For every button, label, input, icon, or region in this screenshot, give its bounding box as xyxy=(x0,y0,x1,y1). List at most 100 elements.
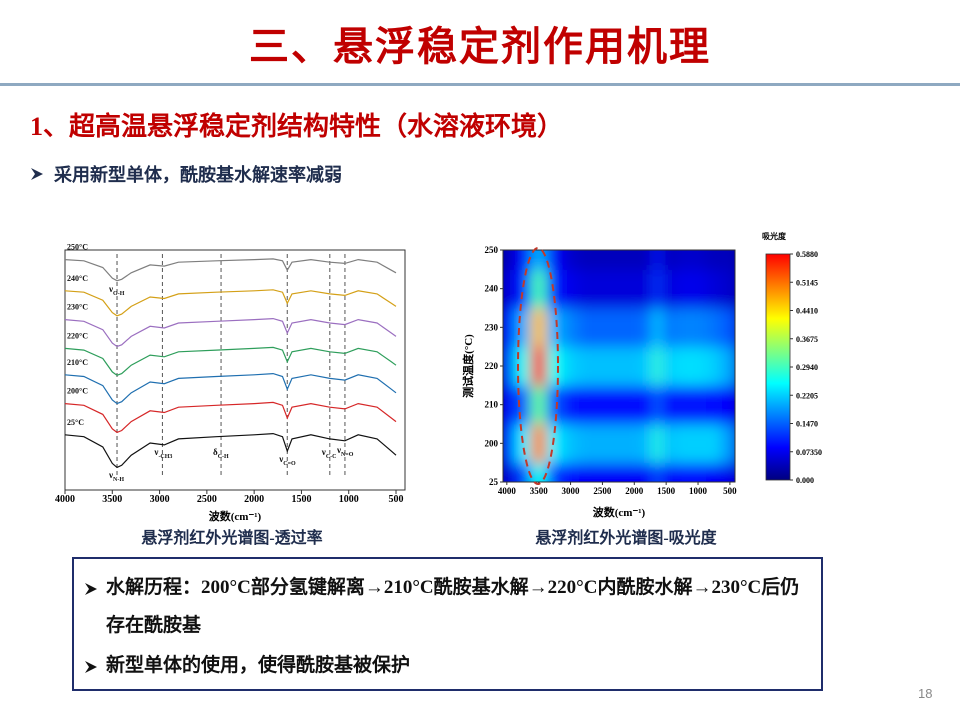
colorbar-tick-label: 0.2940 xyxy=(796,363,818,372)
heatmap-cell xyxy=(578,308,595,348)
annotation-label: νC-C xyxy=(321,447,337,460)
heatmap-cell xyxy=(514,385,532,425)
heatmap-cell xyxy=(578,385,595,425)
x-tick-label: 4000 xyxy=(498,486,517,496)
annotation-subscript: O-H xyxy=(113,291,125,297)
title-rule xyxy=(0,83,960,86)
annotation-symbol: ν xyxy=(336,445,341,455)
x-tick-label: 1500 xyxy=(291,494,311,505)
heatmap-cell xyxy=(594,250,611,270)
y-tick-label: 200 xyxy=(485,438,499,448)
annotation-symbol: δ xyxy=(213,447,218,457)
heatmap-cell xyxy=(626,308,643,348)
heatmap-cell xyxy=(721,346,735,386)
bullet-icon xyxy=(31,168,43,180)
colorbar-tick-label: 0.4410 xyxy=(796,307,818,316)
heatmap-cell xyxy=(674,424,691,464)
x-tick-label: 500 xyxy=(723,486,737,496)
heatmap-cell xyxy=(690,308,707,348)
plot-frame xyxy=(64,249,406,491)
y-tick-label: 25 xyxy=(489,477,499,487)
annotation-symbol: ν xyxy=(108,284,113,294)
note: 水解历程：200°C部分氢键解离→210°C酰胺基水解→220°C内酰胺水解→2… xyxy=(84,569,811,645)
x-tick-label: 2500 xyxy=(197,494,217,505)
heatmap-cell xyxy=(610,346,627,386)
heatmap-cell xyxy=(626,462,643,482)
heatmap-cell xyxy=(642,346,654,386)
heatmap-cell xyxy=(661,308,675,348)
bullet-text: 采用新型单体，酰胺基水解速率减弱 xyxy=(54,165,342,185)
heatmap-cell xyxy=(690,424,707,464)
y-tick-label: 240 xyxy=(485,284,499,294)
series-label: 210°C xyxy=(67,358,88,367)
y-tick-label: 220 xyxy=(485,361,499,371)
heatmap-cell xyxy=(661,346,675,386)
heatmap-cell xyxy=(706,308,723,348)
spectrum-line xyxy=(64,372,397,405)
heatmap-cell xyxy=(721,250,735,270)
heatmap-cell xyxy=(578,269,595,309)
y-tick-label: 210 xyxy=(485,400,499,410)
note: 新型单体的使用，使得酰胺基被保护 xyxy=(84,647,811,685)
heatmap-cell xyxy=(674,462,691,482)
heatmap-cell xyxy=(514,424,532,464)
x-tick-label: 500 xyxy=(389,494,404,505)
heatmap-cell xyxy=(626,385,643,425)
heatmap-cell xyxy=(578,250,595,270)
heatmap-cell xyxy=(674,308,691,348)
annotation-symbol: ν xyxy=(278,454,283,464)
annotation-subscript: N=O xyxy=(341,452,354,458)
colorbar-title: 吸光度 xyxy=(762,231,787,241)
heatmap-cell xyxy=(503,424,516,464)
heatmap-cell xyxy=(503,308,516,348)
heatmap-cell xyxy=(706,250,723,270)
heatmap-cell xyxy=(626,250,643,270)
heatmap-cell xyxy=(546,250,564,270)
heatmap-cell xyxy=(530,385,548,425)
heatmap-cell xyxy=(546,462,564,482)
heatmap-cell xyxy=(514,462,532,482)
series-label: 230°C xyxy=(67,303,88,312)
x-tick-label: 1000 xyxy=(339,494,359,505)
heatmap-cells xyxy=(503,250,735,482)
heatmap-cell xyxy=(642,250,654,270)
heatmap-cell xyxy=(626,269,643,309)
annotation-subscript: C-C xyxy=(326,454,337,460)
colorbar-tick-label: 0.3675 xyxy=(796,335,818,344)
heatmap-cell xyxy=(674,269,691,309)
annotation-label: νN=O xyxy=(336,445,354,458)
heatmap-cell xyxy=(661,269,675,309)
heatmap-cell xyxy=(530,269,548,309)
heatmap-cell xyxy=(562,269,580,309)
heatmap-cell xyxy=(721,385,735,425)
y-axis-label: 测试温度(°C) xyxy=(461,334,475,398)
heatmap-cell xyxy=(706,346,723,386)
annotation-subscript: C=O xyxy=(283,461,296,467)
page-number: 18 xyxy=(918,686,933,701)
x-tick-label: 2000 xyxy=(244,494,264,505)
heatmap-cell xyxy=(653,346,662,386)
heatmap-cell xyxy=(562,250,580,270)
heatmap-cell xyxy=(642,424,654,464)
heatmap-cell xyxy=(610,462,627,482)
heatmap-cell xyxy=(546,308,564,348)
heatmap-cell xyxy=(594,308,611,348)
x-tick-label: 1000 xyxy=(689,486,708,496)
heatmap-cell xyxy=(610,308,627,348)
heatmap-cell xyxy=(674,385,691,425)
heatmap-cell xyxy=(661,424,675,464)
spectrum-line xyxy=(64,346,397,376)
heatmap-cell xyxy=(690,462,707,482)
heatmap-cell xyxy=(661,250,675,270)
heatmap-cell xyxy=(594,424,611,464)
heatmap-cell xyxy=(653,308,662,348)
heatmap-clip xyxy=(503,250,735,482)
annotation-label: νN-H xyxy=(108,470,124,483)
annotation-label: νO-H xyxy=(108,284,125,297)
heatmap-cell xyxy=(721,424,735,464)
heatmap-cell xyxy=(530,250,548,270)
x-axis-label: 波数(cm⁻¹) xyxy=(209,509,262,523)
heatmap-cell xyxy=(653,385,662,425)
